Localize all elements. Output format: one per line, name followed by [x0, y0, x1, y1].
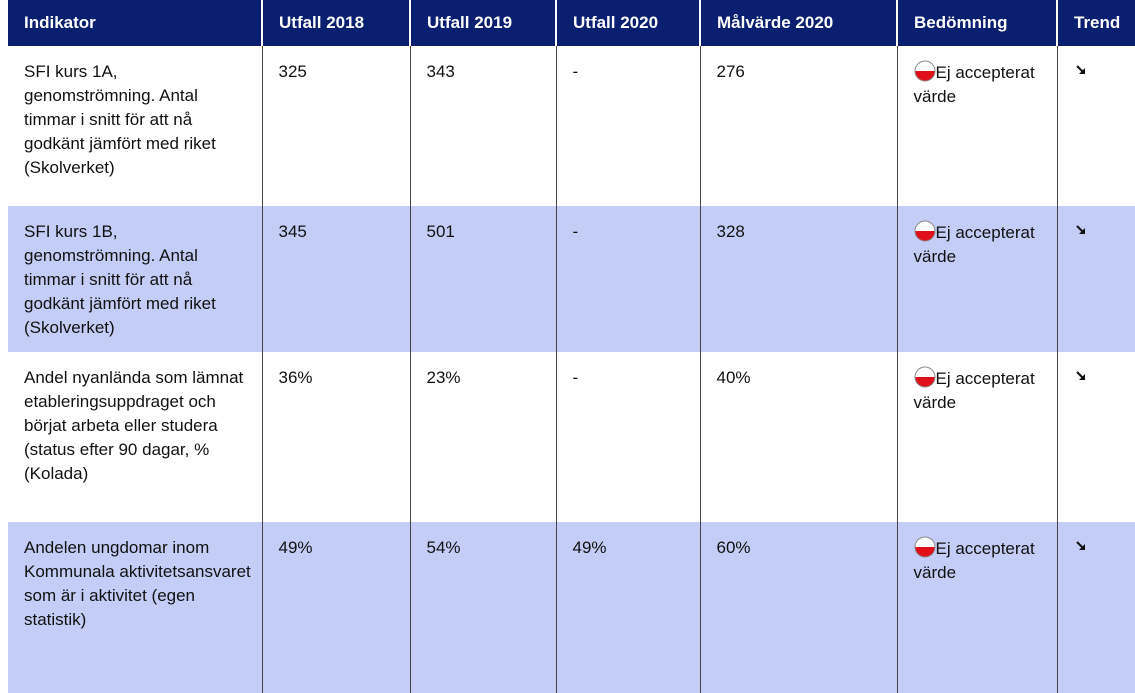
table-row: SFI kurs 1B, genomströmning. Antal timma… [8, 206, 1135, 352]
value-cell: - [555, 46, 700, 206]
value-cell: 60% [699, 522, 897, 693]
status-icon [914, 536, 935, 558]
table-row: Andel nyanlända som lämnat etableringsup… [8, 352, 1135, 522]
value-cell: 40% [699, 352, 897, 522]
trend-cell [1056, 522, 1135, 693]
indicator-table: Indikator Utfall 2018 Utfall 2019 Utfall 20… [8, 0, 1135, 693]
assessment-cell: Ej accepterat värde [896, 522, 1057, 693]
value-cell: 49% [555, 522, 700, 693]
indicator-cell: SFI kurs 1B, genomströmning. Antal timma… [8, 206, 262, 352]
value-cell: 501 [409, 206, 556, 352]
value-cell: 36% [261, 352, 410, 522]
assessment-text: Ej accepterat värde [913, 223, 1035, 266]
value-cell: - [555, 352, 700, 522]
assessment-cell: Ej accepterat värde [896, 352, 1057, 522]
column-header: Utfall 2020 [555, 0, 700, 46]
assessment-text: Ej accepterat värde [913, 539, 1035, 582]
trend-arrow [1075, 541, 1085, 550]
trend-arrow [1075, 65, 1085, 74]
header-row: Indikator Utfall 2018 Utfall 2019 Utfall 20… [8, 0, 1135, 46]
trend-cell [1056, 352, 1135, 522]
table-row: SFI kurs 1A, genomströmning. Antal timma… [8, 46, 1135, 206]
assessment-cell: Ej accepterat värde [896, 206, 1057, 352]
value-cell: 54% [409, 522, 556, 693]
column-header: Utfall 2018 [261, 0, 410, 46]
column-header: Trend [1056, 0, 1135, 46]
assessment-cell: Ej accepterat värde [896, 46, 1057, 206]
value-cell: - [555, 206, 700, 352]
trend-cell [1056, 46, 1135, 206]
column-header: Målvärde 2020 [699, 0, 897, 46]
indicator-cell: SFI kurs 1A, genomströmning. Antal timma… [24, 62, 216, 177]
value-cell: 345 [261, 206, 410, 352]
status-icon [914, 60, 935, 82]
value-cell: 276 [699, 46, 897, 206]
trend-arrow [1075, 371, 1085, 380]
value-cell: 325 [261, 46, 410, 206]
assessment-text: Ej accepterat värde [913, 63, 1035, 106]
assessment-text: Ej accepterat värde [913, 369, 1035, 412]
column-header: Indikator [8, 0, 262, 46]
indicator-cell: Andel nyanlända som lämnat etableringsup… [24, 368, 244, 483]
trend-cell [1056, 206, 1135, 352]
status-icon [914, 366, 935, 388]
column-header: Utfall 2019 [409, 0, 556, 46]
column-header: Bedömning [896, 0, 1057, 46]
value-cell: 23% [409, 352, 556, 522]
value-cell: 343 [409, 46, 556, 206]
table-body: SFI kurs 1A, genomströmning. Antal timma… [8, 46, 1135, 693]
value-cell: 328 [699, 206, 897, 352]
status-icon [914, 220, 935, 242]
table-row: Andelen ungdomar inom Kommunala aktivite… [8, 522, 1135, 693]
trend-arrow [1075, 225, 1085, 234]
indicator-cell: Andelen ungdomar inom Kommunala aktivite… [8, 522, 262, 693]
value-cell: 49% [261, 522, 410, 693]
